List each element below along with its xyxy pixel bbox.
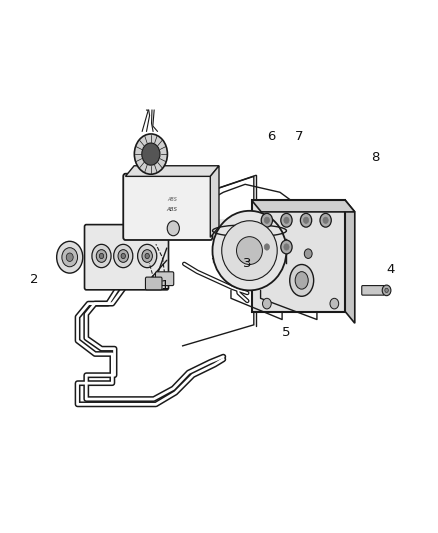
Circle shape [261, 240, 272, 254]
Text: 2: 2 [30, 273, 38, 286]
Circle shape [142, 143, 160, 165]
Circle shape [121, 253, 125, 259]
Circle shape [99, 253, 104, 259]
Ellipse shape [290, 264, 314, 296]
Circle shape [385, 288, 389, 293]
Circle shape [304, 249, 312, 259]
Circle shape [92, 244, 111, 268]
Circle shape [284, 217, 289, 223]
Circle shape [62, 248, 78, 266]
Polygon shape [125, 166, 219, 176]
Circle shape [138, 244, 157, 268]
Circle shape [96, 249, 107, 262]
Text: 5: 5 [282, 326, 291, 340]
FancyBboxPatch shape [123, 174, 212, 240]
Ellipse shape [295, 272, 308, 289]
Circle shape [330, 298, 339, 309]
FancyBboxPatch shape [362, 286, 385, 295]
Circle shape [304, 217, 309, 223]
Circle shape [262, 298, 271, 309]
Polygon shape [252, 200, 355, 212]
FancyBboxPatch shape [252, 200, 345, 312]
Circle shape [323, 217, 328, 223]
Ellipse shape [222, 221, 277, 280]
Circle shape [118, 249, 128, 262]
Polygon shape [210, 166, 219, 237]
Circle shape [320, 213, 331, 227]
Circle shape [281, 213, 292, 227]
Text: 3: 3 [243, 257, 251, 270]
Circle shape [300, 213, 312, 227]
Circle shape [167, 221, 180, 236]
Circle shape [145, 253, 149, 259]
Ellipse shape [212, 211, 286, 290]
FancyBboxPatch shape [155, 272, 174, 286]
Ellipse shape [237, 237, 262, 264]
Text: 8: 8 [371, 151, 380, 164]
Circle shape [264, 244, 269, 250]
Circle shape [114, 244, 133, 268]
Text: 1: 1 [160, 279, 169, 292]
FancyBboxPatch shape [85, 224, 169, 290]
Polygon shape [345, 200, 355, 323]
Circle shape [134, 134, 167, 174]
Text: ABS: ABS [167, 197, 177, 202]
Circle shape [57, 241, 83, 273]
Text: ABS: ABS [166, 207, 177, 212]
Circle shape [264, 217, 269, 223]
Circle shape [66, 253, 73, 262]
Circle shape [142, 249, 152, 262]
Text: 4: 4 [387, 263, 395, 276]
Circle shape [281, 240, 292, 254]
Circle shape [382, 285, 391, 296]
Circle shape [261, 213, 272, 227]
Text: 7: 7 [295, 130, 304, 143]
FancyBboxPatch shape [145, 277, 162, 290]
Text: 6: 6 [267, 130, 276, 143]
Polygon shape [212, 219, 286, 263]
Circle shape [284, 244, 289, 250]
